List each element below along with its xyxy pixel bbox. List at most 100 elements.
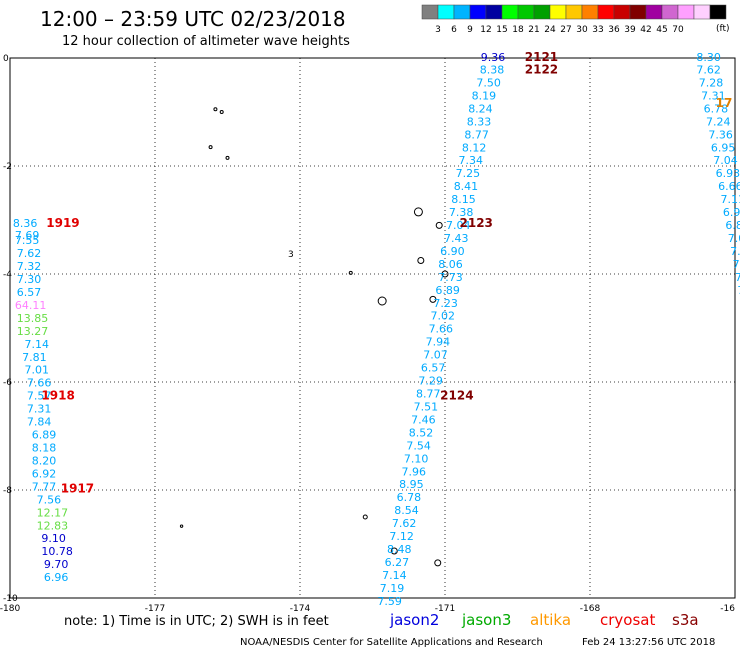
wave-height-value: 9.36 <box>481 51 506 64</box>
island-outline <box>390 547 398 555</box>
island-outline <box>362 514 368 520</box>
x-axis-ticks: -180 -177 -174 -171 -168 -16 <box>0 604 735 614</box>
wave-height-value: 7.11 <box>721 193 740 206</box>
colorbar-swatch <box>549 4 567 20</box>
colorbar-tick-label: 6 <box>451 25 457 35</box>
island-outline <box>435 221 443 229</box>
wave-height-value: 7.51 <box>414 400 439 413</box>
wave-height-value: 7.12 <box>389 530 414 543</box>
wave-height-value: 7.66 <box>429 323 454 336</box>
wave-height-value: 8.38 <box>480 64 505 77</box>
wave-height-value: 6.85 <box>725 219 740 232</box>
legend-s3a: s3a <box>672 611 699 629</box>
pass-number: 2122 <box>525 63 558 77</box>
wave-height-value: 8.48 <box>387 543 412 556</box>
wave-height-value: 7.05 <box>728 232 740 245</box>
colorbar-swatch <box>597 4 615 20</box>
pass-number: 2121 <box>525 50 558 64</box>
wave-height-value: 8.33 <box>467 115 492 128</box>
colorbar-swatch <box>613 4 631 20</box>
x-tick-label: -177 <box>145 604 165 614</box>
colorbar-swatch <box>469 4 487 20</box>
colorbar-swatch <box>645 4 663 20</box>
wave-height-value: 8.15 <box>451 193 476 206</box>
island-outline <box>417 257 425 264</box>
wave-height-value: 12.83 <box>37 519 68 532</box>
y-tick-label: -8 <box>3 486 12 496</box>
wave-height-value: 7.02 <box>431 310 456 323</box>
wave-height-value: 7.31 <box>27 403 51 416</box>
figure-title: 12:00 – 23:59 UTC 02/23/2018 <box>40 7 346 31</box>
wave-height-value: 7.19 <box>380 582 405 595</box>
pass-number: 1917 <box>61 482 94 496</box>
colorbar-swatch <box>661 4 679 20</box>
island-outline <box>208 145 213 150</box>
wave-height-value: 6.66 <box>718 180 740 193</box>
y-tick-label: -4 <box>3 270 12 280</box>
wave-height-value: 64.11 <box>15 299 47 312</box>
wave-height-value: 7.04 <box>713 154 738 167</box>
colorbar-swatch <box>677 4 695 20</box>
wave-height-value: 7.24 <box>706 115 731 128</box>
wave-height-value: 13.85 <box>17 312 49 325</box>
wave-height-value: 7.36 <box>708 128 733 141</box>
wave-height-value: 8.19 <box>472 89 497 102</box>
wave-height-value: 7.54 <box>406 439 431 452</box>
x-tick-label: -180 <box>0 604 20 614</box>
wave-height-value: 8.12 <box>462 141 487 154</box>
colorbar-tick-label: 18 <box>512 25 524 35</box>
satellite-legend: jason2 jason3 altika cryosat s3a <box>389 611 699 629</box>
colorbar-swatch <box>437 4 455 20</box>
wave-height-value: 8.36 <box>13 217 38 230</box>
colorbar-swatch <box>453 4 471 20</box>
pass-number: 17 <box>716 96 733 110</box>
wave-height-value: 7.50 <box>476 76 501 89</box>
pass-number: 1918 <box>41 389 74 403</box>
legend-jason3: jason3 <box>461 611 511 629</box>
wave-height-value: 7.46 <box>411 413 436 426</box>
wave-height-value: 7.17 <box>730 245 740 258</box>
colorbar-tick-label: 45 <box>656 25 667 35</box>
wave-height-tracks: 8.367.697.557.627.327.306.5764.1113.8513… <box>13 51 740 608</box>
wave-height-value: 8.77 <box>416 388 441 401</box>
track-right: 8.307.627.287.316.787.247.366.957.046.93… <box>696 51 740 310</box>
wave-height-value: 13.27 <box>17 325 49 338</box>
colorbar-swatch <box>693 4 711 20</box>
wave-height-value: 7.07 <box>423 349 448 362</box>
island-outline <box>179 524 184 528</box>
colorbar-swatch <box>421 4 439 20</box>
wave-height-value: 7.96 <box>402 465 427 478</box>
wave-height-value: 7.66 <box>27 377 51 390</box>
wave-height-value: 8.41 <box>454 180 479 193</box>
colorbar-swatch <box>629 4 647 20</box>
pass-number: 2124 <box>440 389 473 403</box>
wave-height-value: 7.73 <box>438 271 463 284</box>
wave-height-value: 8.18 <box>32 442 57 455</box>
footer-credit: NOAA/NESDIS Center for Satellite Applica… <box>240 637 543 648</box>
track-left: 8.367.697.557.627.327.306.5764.1113.8513… <box>13 217 73 584</box>
island-outline <box>225 155 230 160</box>
wave-height-value: 9.10 <box>41 532 66 545</box>
wave-height-value: 7.84 <box>27 416 51 429</box>
x-tick-label: -174 <box>290 604 311 614</box>
colorbar-tick-label: 12 <box>480 25 491 35</box>
wave-height-value: 7.38 <box>449 206 474 219</box>
wave-height-value: 7.29 <box>418 375 443 388</box>
wave-height-value: 7.77 <box>32 480 57 493</box>
wave-height-value: 7.01 <box>25 364 50 377</box>
wave-height-value: 7.31 <box>701 89 726 102</box>
wave-height-value: 7.8 <box>735 271 740 284</box>
wave-height-value: 8.54 <box>394 504 419 517</box>
colorbar-tick-label: 42 <box>640 25 651 35</box>
wave-height-value: 7.23 <box>433 297 458 310</box>
wave-height-value: 6.95 <box>711 141 736 154</box>
pass-number: 1919 <box>46 216 79 230</box>
legend-cryosat: cryosat <box>600 611 655 629</box>
wave-height-value: 8.52 <box>409 426 434 439</box>
wave-height-value: 8.95 <box>399 478 424 491</box>
wave-height-value: 6.27 <box>385 556 410 569</box>
wave-height-value: 6.78 <box>397 491 422 504</box>
colorbar-swatch <box>565 4 583 20</box>
